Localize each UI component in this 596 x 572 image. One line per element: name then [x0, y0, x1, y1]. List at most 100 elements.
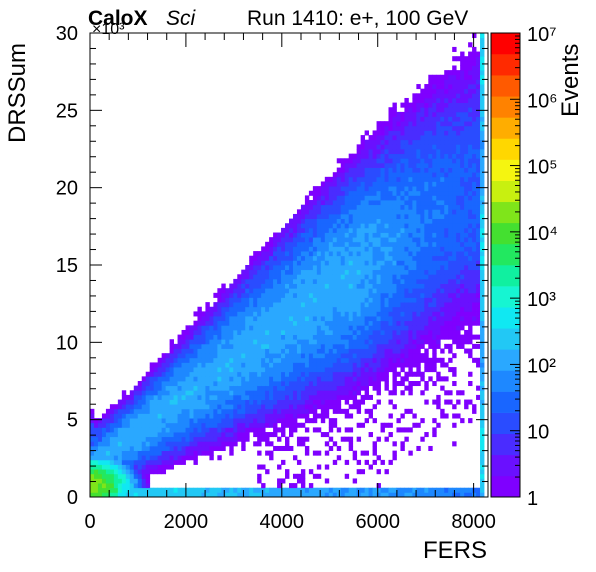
- heatmap-cell: [436, 139, 441, 145]
- heatmap-cell: [396, 186, 401, 192]
- heatmap-cell: [392, 218, 397, 224]
- heatmap-cell: [145, 404, 151, 410]
- heatmap-cell: [241, 394, 246, 400]
- heatmap-cell: [380, 283, 385, 289]
- heatmap-cell: [269, 432, 274, 438]
- heatmap-cell: [388, 302, 393, 308]
- heatmap-cell: [273, 367, 278, 373]
- x-axis: 0 2000 4000 6000 8000: [84, 33, 496, 533]
- heatmap-cell: [324, 260, 330, 266]
- heatmap-cell: [197, 450, 202, 456]
- heatmap-cell: [101, 418, 107, 424]
- heatmap-cell: [428, 292, 433, 298]
- heatmap-cell: [456, 167, 461, 173]
- heatmap-cell: [376, 302, 381, 308]
- heatmap-cell: [348, 362, 354, 368]
- heatmap-cell: [388, 334, 393, 340]
- heatmap-cell: [424, 176, 429, 182]
- heatmap-cell: [452, 237, 457, 243]
- heatmap-cell: [328, 362, 334, 368]
- heatmap-cell: [444, 149, 449, 155]
- heatmap-cell: [400, 121, 405, 127]
- heatmap-cell: [352, 339, 358, 345]
- heatmap-cell: [320, 288, 326, 294]
- heatmap-cell: [249, 408, 254, 414]
- heatmap-cell: [269, 297, 274, 303]
- color-scale-band: [491, 349, 520, 371]
- heatmap-cell: [480, 269, 485, 275]
- heatmap-cell: [392, 404, 397, 410]
- heatmap-cell: [93, 469, 99, 475]
- heatmap-cell: [229, 302, 234, 308]
- heatmap-cell: [101, 427, 107, 433]
- heatmap-cell: [308, 492, 314, 497]
- heatmap-cell: [265, 418, 270, 424]
- heatmap-cell: [241, 334, 246, 340]
- heatmap-cell: [292, 487, 298, 493]
- heatmap-cell: [400, 135, 405, 141]
- heatmap-cell: [348, 385, 354, 391]
- heatmap-cell: [356, 237, 362, 243]
- heatmap-cell: [336, 213, 342, 219]
- heatmap-cell: [480, 274, 485, 280]
- heatmap-cell: [113, 408, 119, 414]
- heatmap-cell: [193, 413, 198, 419]
- heatmap-cell: [436, 394, 441, 400]
- heatmap-cell: [376, 135, 381, 141]
- heatmap-cell: [281, 385, 286, 391]
- heatmap-cell: [117, 445, 123, 451]
- heatmap-cell: [169, 404, 174, 410]
- heatmap-cell: [372, 172, 377, 178]
- heatmap-cell: [265, 362, 270, 368]
- heatmap-cell: [109, 450, 115, 456]
- heatmap-cell: [289, 483, 294, 489]
- heatmap-cell: [249, 329, 254, 335]
- heatmap-cell: [336, 260, 342, 266]
- heatmap-cell: [117, 459, 123, 465]
- heatmap-cell: [388, 204, 393, 210]
- heatmap-cell: [292, 218, 298, 224]
- heatmap-cell: [193, 311, 198, 317]
- heatmap-cell: [253, 376, 258, 382]
- heatmap-cell: [308, 297, 314, 303]
- heatmap-cell: [229, 450, 234, 456]
- heatmap-cell: [312, 213, 318, 219]
- heatmap-cell: [476, 181, 481, 187]
- heatmap-cell: [440, 283, 445, 289]
- heatmap-cell: [265, 432, 270, 438]
- heatmap-cell: [464, 265, 469, 271]
- heatmap-cell: [300, 441, 306, 447]
- heatmap-cell: [296, 209, 302, 215]
- heatmap-cell: [396, 176, 401, 182]
- heatmap-cell: [368, 320, 373, 326]
- heatmap-cell: [257, 492, 262, 497]
- heatmap-cell: [404, 167, 409, 173]
- heatmap-cell: [173, 413, 178, 419]
- heatmap-cell: [292, 232, 298, 238]
- heatmap-cell: [316, 246, 322, 252]
- heatmap-cell: [137, 473, 143, 479]
- heatmap-cell: [261, 432, 266, 438]
- heatmap-cell: [93, 418, 99, 424]
- heatmap-cell: [368, 251, 373, 257]
- heatmap-cell: [285, 408, 290, 414]
- heatmap-cell: [157, 371, 163, 377]
- heatmap-cell: [400, 190, 405, 196]
- heatmap-cell: [304, 260, 310, 266]
- heatmap-cell: [312, 274, 318, 280]
- heatmap-cell: [141, 390, 147, 396]
- heatmap-cell: [324, 381, 330, 387]
- heatmap-cell: [388, 399, 393, 405]
- heatmap-cell: [436, 260, 441, 266]
- heatmap-cell: [404, 130, 409, 136]
- heatmap-cell: [396, 144, 401, 150]
- heatmap-cell: [90, 459, 95, 465]
- heatmap-cell: [404, 139, 409, 145]
- heatmap-cell: [308, 274, 314, 280]
- heatmap-cell: [292, 265, 298, 271]
- heatmap-cell: [352, 172, 358, 178]
- heatmap-cell: [424, 213, 429, 219]
- heatmap-cell: [121, 413, 127, 419]
- heatmap-cell: [476, 320, 481, 326]
- heatmap-cell: [277, 237, 282, 243]
